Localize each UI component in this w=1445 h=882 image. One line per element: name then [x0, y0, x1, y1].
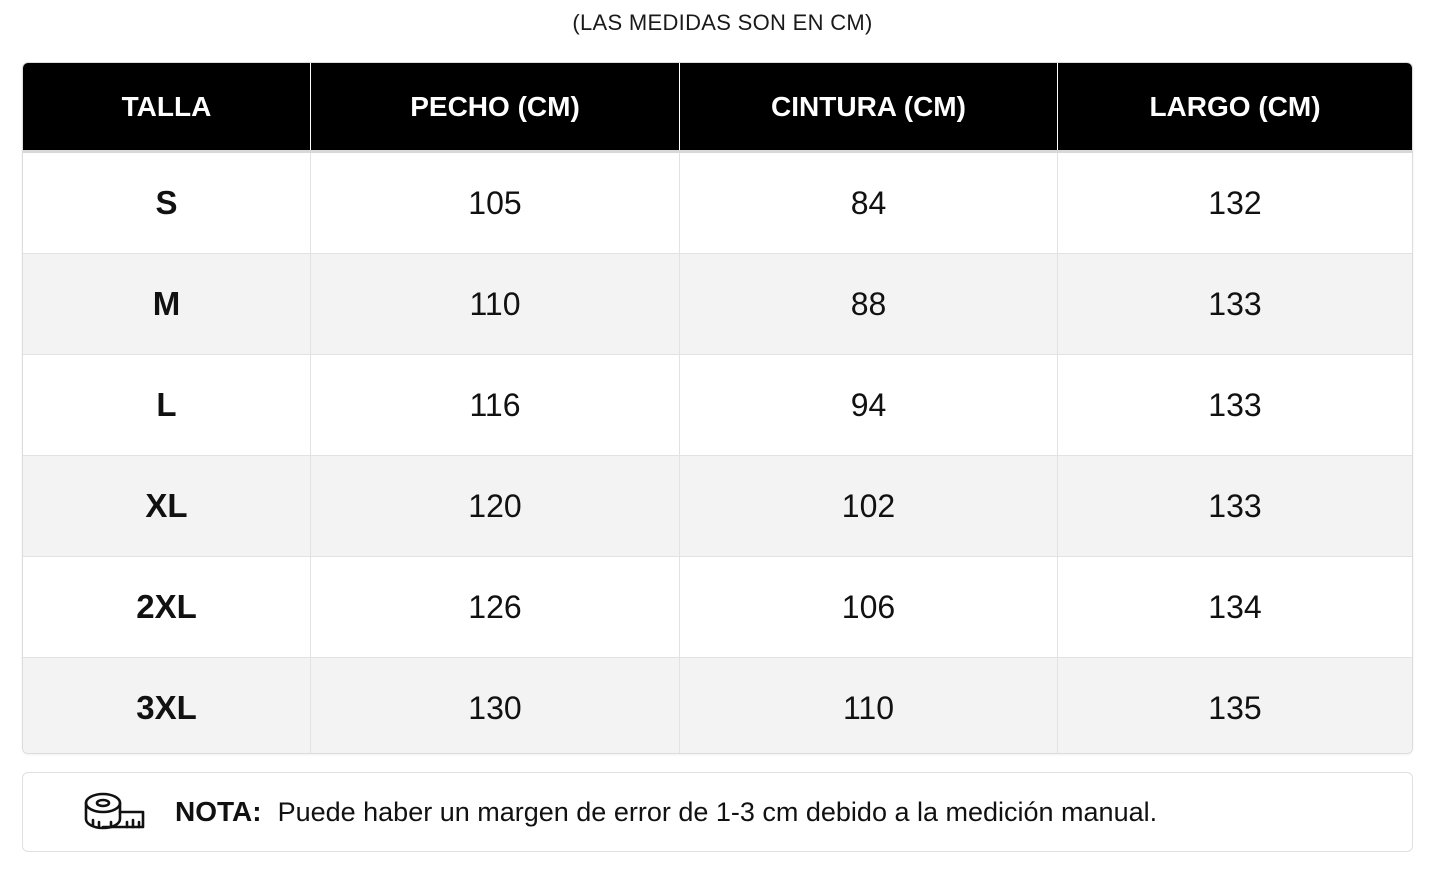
table-row: 3XL 130 110 135	[23, 657, 1412, 753]
note-label: NOTA:	[175, 796, 262, 827]
column-header-talla: TALLA	[23, 63, 311, 153]
table-row: M 110 88 133	[23, 253, 1412, 355]
length-cell: 132	[1057, 151, 1412, 254]
table-row: XL 120 102 133	[23, 455, 1412, 557]
chest-cell: 126	[310, 556, 680, 658]
chest-cell: 110	[310, 253, 680, 355]
note-text: Puede haber un margen de error de 1-3 cm…	[277, 796, 1158, 827]
table-header: TALLA PECHO (CM) CINTURA (CM) LARGO (CM)	[23, 63, 1412, 153]
column-header-pecho: PECHO (CM)	[310, 63, 680, 153]
waist-cell: 106	[679, 556, 1058, 658]
waist-cell: 84	[679, 151, 1058, 254]
waist-cell: 110	[679, 657, 1058, 753]
note-box: NOTA: Puede haber un margen de error de …	[22, 772, 1413, 852]
table-row: L 116 94 133	[23, 354, 1412, 456]
size-cell: 3XL	[23, 657, 311, 753]
chest-cell: 116	[310, 354, 680, 456]
chest-cell: 120	[310, 455, 680, 557]
chest-cell: 105	[310, 151, 680, 254]
length-cell: 134	[1057, 556, 1412, 658]
header-row: TALLA PECHO (CM) CINTURA (CM) LARGO (CM)	[23, 63, 1412, 153]
size-cell: L	[23, 354, 311, 456]
size-chart: TALLA PECHO (CM) CINTURA (CM) LARGO (CM)…	[22, 62, 1413, 754]
measuring-tape-icon	[83, 790, 147, 834]
size-cell: XL	[23, 455, 311, 557]
waist-cell: 102	[679, 455, 1058, 557]
table-body: S 105 84 132 M 110 88 133 L 116 94 133 X…	[23, 151, 1412, 753]
table-row: 2XL 126 106 134	[23, 556, 1412, 658]
table-row: S 105 84 132	[23, 151, 1412, 254]
column-header-cintura: CINTURA (CM)	[679, 63, 1058, 153]
length-cell: 135	[1057, 657, 1412, 753]
size-cell: M	[23, 253, 311, 355]
chest-cell: 130	[310, 657, 680, 753]
page-subtitle: (LAS MEDIDAS SON EN CM)	[572, 10, 873, 35]
length-cell: 133	[1057, 455, 1412, 557]
size-cell: S	[23, 151, 311, 254]
column-header-largo: LARGO (CM)	[1057, 63, 1412, 153]
waist-cell: 94	[679, 354, 1058, 456]
length-cell: 133	[1057, 253, 1412, 355]
size-table: TALLA PECHO (CM) CINTURA (CM) LARGO (CM)…	[23, 63, 1412, 753]
length-cell: 133	[1057, 354, 1412, 456]
size-cell: 2XL	[23, 556, 311, 658]
waist-cell: 88	[679, 253, 1058, 355]
